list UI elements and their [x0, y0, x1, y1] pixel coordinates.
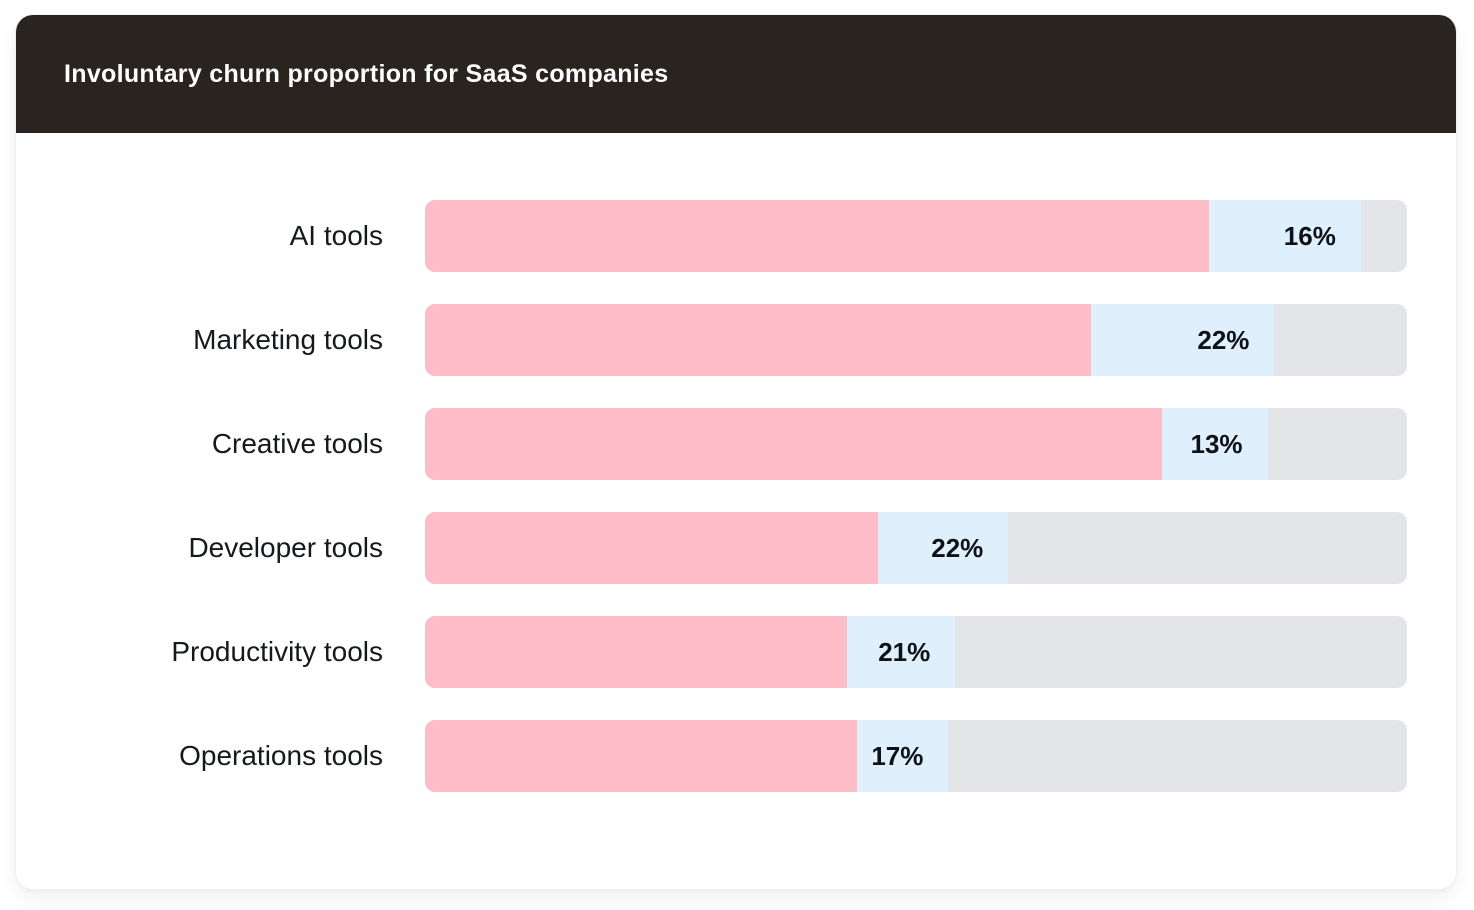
bar-segment-remainder: [1008, 512, 1407, 584]
bar-segment-highlight: 17%: [857, 720, 949, 792]
chart-row: Developer tools 22%: [16, 512, 1407, 584]
bar-segment-highlight: 22%: [1090, 304, 1275, 376]
chart-row: Productivity tools 21%: [16, 616, 1407, 688]
category-label: Productivity tools: [171, 636, 383, 667]
bar-segment-highlight: 22%: [877, 512, 1009, 584]
bar-segment-remainder: [948, 720, 1407, 792]
bar-segment-primary: [425, 720, 858, 792]
chart-row: Marketing tools 22%: [16, 304, 1407, 376]
bar-track: 22%: [425, 304, 1407, 376]
bar-segment-primary: [425, 512, 878, 584]
value-label: 22%: [1197, 324, 1250, 355]
bar-segment-primary: [425, 616, 848, 688]
bar-track: 16%: [425, 200, 1407, 272]
chart-title: Involuntary churn proportion for SaaS co…: [64, 59, 669, 88]
bar-track: 21%: [425, 616, 1407, 688]
chart-area: AI tools 16% Marketing tools 22% Creativ…: [16, 133, 1456, 889]
value-label: 16%: [1283, 220, 1336, 251]
bar-track: 17%: [425, 720, 1407, 792]
value-label: 22%: [931, 532, 984, 563]
card-header: Involuntary churn proportion for SaaS co…: [16, 15, 1456, 133]
bar-segment-highlight: 13%: [1161, 408, 1268, 480]
category-label: Developer tools: [188, 532, 383, 563]
bar-segment-remainder: [1267, 408, 1407, 480]
bar-segment-primary: [425, 200, 1209, 272]
bar-segment-remainder: [955, 616, 1407, 688]
bar-segment-remainder: [1274, 304, 1407, 376]
bar-track: 13%: [425, 408, 1407, 480]
category-label: Marketing tools: [193, 324, 383, 355]
value-label: 21%: [878, 636, 931, 667]
bar-segment-highlight: 21%: [847, 616, 956, 688]
bar-segment-remainder: [1360, 200, 1407, 272]
bar-segment-primary: [425, 408, 1162, 480]
bar-segment-primary: [425, 304, 1091, 376]
chart-row: AI tools 16%: [16, 200, 1407, 272]
category-label: Creative tools: [211, 428, 383, 459]
chart-row: Operations tools 17%: [16, 720, 1407, 792]
bar-track: 22%: [425, 512, 1407, 584]
value-label: 17%: [871, 740, 924, 771]
category-label: Operations tools: [179, 740, 383, 771]
bar-segment-highlight: 16%: [1208, 200, 1361, 272]
value-label: 13%: [1190, 428, 1243, 459]
category-label: AI tools: [289, 220, 383, 251]
chart-row: Creative tools 13%: [16, 408, 1407, 480]
chart-card: Involuntary churn proportion for SaaS co…: [15, 14, 1457, 890]
